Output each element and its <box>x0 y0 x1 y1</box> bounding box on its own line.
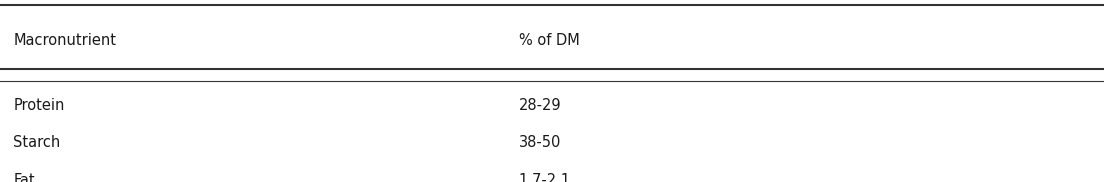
Text: Macronutrient: Macronutrient <box>13 33 116 48</box>
Text: 1.7-2.1: 1.7-2.1 <box>519 173 571 182</box>
Text: Starch: Starch <box>13 135 61 150</box>
Text: Fat: Fat <box>13 173 35 182</box>
Text: 38-50: 38-50 <box>519 135 561 150</box>
Text: 28-29: 28-29 <box>519 98 562 113</box>
Text: Protein: Protein <box>13 98 65 113</box>
Text: % of DM: % of DM <box>519 33 580 48</box>
